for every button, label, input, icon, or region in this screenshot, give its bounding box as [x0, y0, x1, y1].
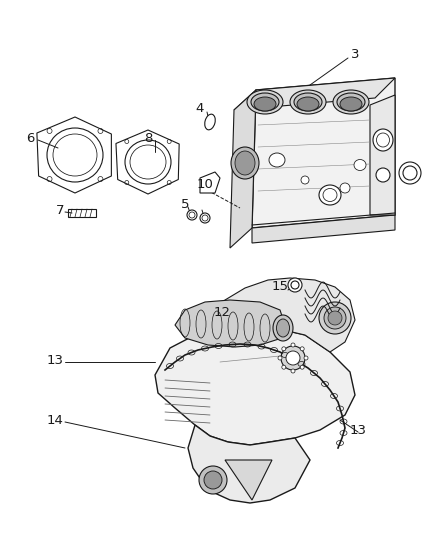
- Ellipse shape: [377, 133, 389, 147]
- Ellipse shape: [199, 466, 227, 494]
- Text: 9: 9: [404, 166, 412, 179]
- Ellipse shape: [231, 147, 259, 179]
- Ellipse shape: [403, 166, 417, 180]
- Ellipse shape: [300, 347, 304, 351]
- Text: 14: 14: [46, 414, 64, 426]
- Ellipse shape: [373, 129, 393, 151]
- Ellipse shape: [278, 356, 282, 360]
- Polygon shape: [68, 209, 96, 217]
- Ellipse shape: [282, 347, 286, 351]
- Ellipse shape: [340, 97, 362, 111]
- Ellipse shape: [324, 307, 346, 329]
- Ellipse shape: [200, 213, 210, 223]
- Ellipse shape: [304, 356, 308, 360]
- Polygon shape: [370, 95, 395, 215]
- Ellipse shape: [288, 278, 302, 292]
- Text: 13: 13: [46, 353, 64, 367]
- Polygon shape: [175, 300, 285, 347]
- Ellipse shape: [202, 215, 208, 221]
- Ellipse shape: [290, 90, 326, 114]
- Ellipse shape: [205, 114, 215, 130]
- Text: 3: 3: [351, 49, 359, 61]
- Ellipse shape: [333, 90, 369, 114]
- Text: 4: 4: [196, 101, 204, 115]
- Polygon shape: [116, 130, 179, 194]
- Ellipse shape: [300, 365, 304, 369]
- Text: 10: 10: [197, 179, 213, 191]
- Ellipse shape: [399, 162, 421, 184]
- Ellipse shape: [301, 176, 309, 184]
- Ellipse shape: [376, 168, 390, 182]
- Polygon shape: [200, 172, 220, 193]
- Polygon shape: [252, 215, 395, 243]
- Ellipse shape: [281, 346, 305, 370]
- Ellipse shape: [291, 343, 295, 347]
- Ellipse shape: [254, 97, 276, 111]
- Ellipse shape: [282, 365, 286, 369]
- Ellipse shape: [319, 302, 351, 334]
- Ellipse shape: [251, 93, 279, 111]
- Text: 8: 8: [144, 132, 152, 144]
- Ellipse shape: [323, 189, 337, 201]
- Ellipse shape: [286, 351, 300, 365]
- Ellipse shape: [328, 311, 342, 325]
- Ellipse shape: [354, 159, 366, 171]
- Polygon shape: [230, 90, 256, 248]
- Text: 7: 7: [56, 204, 64, 216]
- Ellipse shape: [276, 319, 290, 337]
- Polygon shape: [37, 117, 111, 193]
- Polygon shape: [225, 460, 272, 500]
- Ellipse shape: [269, 153, 285, 167]
- Ellipse shape: [297, 97, 319, 111]
- Ellipse shape: [273, 315, 293, 341]
- Ellipse shape: [291, 369, 295, 373]
- Ellipse shape: [291, 281, 299, 289]
- Text: 15: 15: [272, 280, 289, 294]
- Text: 5: 5: [181, 198, 189, 212]
- Polygon shape: [155, 325, 355, 445]
- Text: 12: 12: [213, 306, 230, 319]
- Ellipse shape: [340, 183, 350, 193]
- Ellipse shape: [204, 471, 222, 489]
- Ellipse shape: [235, 151, 255, 175]
- Text: 6: 6: [26, 132, 34, 144]
- Ellipse shape: [294, 93, 322, 111]
- Ellipse shape: [187, 210, 197, 220]
- Polygon shape: [234, 78, 395, 110]
- Polygon shape: [195, 278, 355, 352]
- Ellipse shape: [247, 90, 283, 114]
- Ellipse shape: [189, 212, 195, 218]
- Polygon shape: [188, 425, 310, 503]
- Ellipse shape: [337, 93, 365, 111]
- Polygon shape: [252, 78, 395, 228]
- Text: 13: 13: [350, 424, 367, 437]
- Ellipse shape: [319, 185, 341, 205]
